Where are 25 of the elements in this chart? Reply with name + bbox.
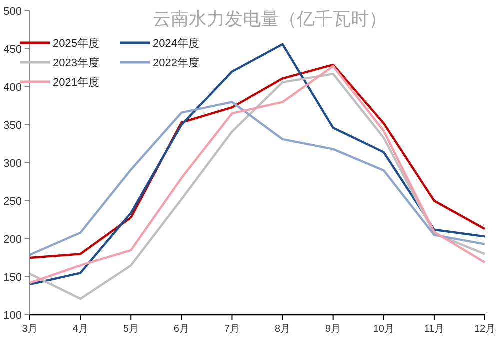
legend-label: 2025年度: [53, 37, 100, 50]
y-tick-label: 150: [4, 272, 22, 284]
x-tick-label: 4月: [72, 324, 88, 335]
x-tick-label: 12月: [474, 324, 496, 335]
x-tick-label: 8月: [274, 324, 291, 335]
x-tick-label: 6月: [174, 324, 190, 335]
y-tick-label: 200: [4, 234, 22, 246]
y-tick-label: 100: [4, 310, 22, 322]
y-tick-label: 400: [4, 82, 22, 94]
y-tick-label: 300: [4, 158, 22, 170]
y-tick-label: 450: [4, 44, 22, 56]
legend-label: 2021年度: [53, 76, 100, 89]
y-tick-label: 250: [4, 196, 22, 208]
legend-label: 2024年度: [153, 37, 200, 50]
x-tick-label: 7月: [224, 324, 240, 335]
x-tick-label: 3月: [22, 324, 38, 335]
legend-label: 2023年度: [53, 56, 100, 70]
x-tick-label: 5月: [123, 324, 139, 335]
x-tick-label: 9月: [326, 324, 342, 335]
legend-label: 2022年度: [153, 56, 200, 70]
x-tick-label: 11月: [424, 324, 445, 335]
y-tick-label: 350: [4, 120, 22, 132]
y-tick-label: 500: [4, 6, 22, 18]
chart-title: 云南水力发电量（亿千瓦时）: [153, 9, 387, 30]
x-tick-label: 10月: [373, 324, 394, 335]
